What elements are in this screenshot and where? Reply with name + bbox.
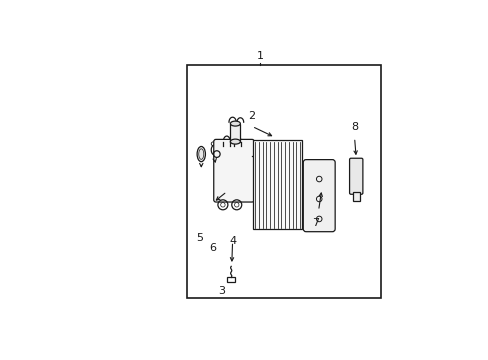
Ellipse shape (230, 139, 240, 144)
Text: 5: 5 (195, 233, 203, 243)
FancyBboxPatch shape (303, 159, 334, 232)
Text: 2: 2 (248, 111, 255, 121)
FancyBboxPatch shape (349, 158, 362, 194)
Text: 8: 8 (350, 122, 357, 132)
Text: 4: 4 (228, 235, 236, 246)
Text: 1: 1 (256, 51, 263, 61)
Bar (253, 140, 301, 229)
Text: 7: 7 (311, 218, 319, 228)
Bar (186, 66, 380, 298)
Text: 3: 3 (218, 286, 224, 296)
Ellipse shape (197, 147, 205, 162)
Bar (230, 123, 240, 141)
Ellipse shape (230, 121, 240, 126)
Bar (352, 192, 359, 201)
Text: 6: 6 (209, 243, 216, 253)
FancyBboxPatch shape (213, 139, 254, 202)
